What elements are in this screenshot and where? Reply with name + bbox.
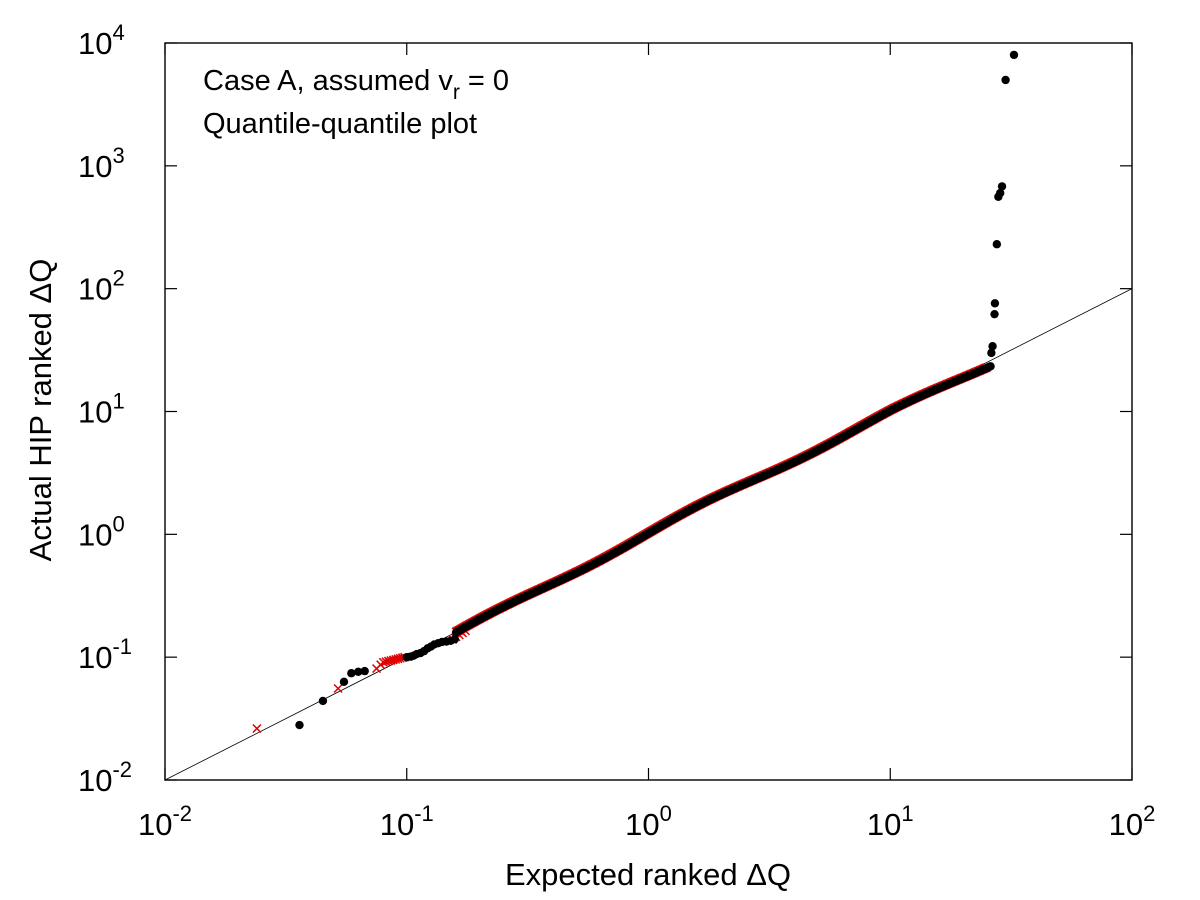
black-data-point bbox=[986, 362, 995, 371]
x-axis-label: Expected ranked ΔQ bbox=[505, 857, 791, 892]
black-data-point bbox=[992, 240, 1002, 249]
x-tick-label: 102 bbox=[1109, 801, 1156, 842]
red-cross-point bbox=[252, 723, 262, 734]
annotation-line-1: Case A, assumed vr = 0 bbox=[203, 65, 509, 104]
black-data-point bbox=[347, 669, 356, 678]
y-axis-label: Actual HIP ranked ΔQ bbox=[23, 259, 58, 562]
black-data-point bbox=[339, 677, 349, 687]
black-data-point bbox=[295, 720, 304, 730]
annotation-line-2: Quantile-quantile plot bbox=[203, 108, 477, 140]
x-tick-label: 101 bbox=[867, 801, 914, 842]
black-data-point bbox=[450, 635, 459, 644]
black-data-point bbox=[360, 666, 369, 676]
black-data-point bbox=[990, 299, 1000, 308]
y-tick-label: 100 bbox=[78, 511, 125, 552]
x-tick-label: 10-1 bbox=[380, 801, 434, 842]
red-cross-point bbox=[333, 683, 343, 694]
x-tick-label: 10-2 bbox=[138, 801, 192, 842]
black-data-point bbox=[1009, 50, 1019, 60]
black-data-point bbox=[996, 188, 1005, 198]
black-data-point bbox=[990, 309, 999, 319]
y-tick-label: 102 bbox=[78, 266, 125, 307]
black-data-point bbox=[1001, 75, 1010, 85]
y-tick-label: 104 bbox=[78, 20, 125, 61]
black-data-point bbox=[354, 667, 363, 677]
black-data-point bbox=[987, 348, 996, 358]
y-tick-label: 10-2 bbox=[78, 757, 132, 798]
y-tick-label: 10-1 bbox=[78, 634, 132, 675]
black-data-point bbox=[988, 342, 997, 351]
y-tick-label: 101 bbox=[78, 389, 125, 430]
plot-frame bbox=[164, 42, 1133, 781]
black-data-point bbox=[997, 182, 1007, 191]
y-tick-label: 103 bbox=[78, 143, 125, 184]
black-data-point bbox=[318, 696, 328, 706]
x-tick-label: 100 bbox=[625, 801, 672, 842]
